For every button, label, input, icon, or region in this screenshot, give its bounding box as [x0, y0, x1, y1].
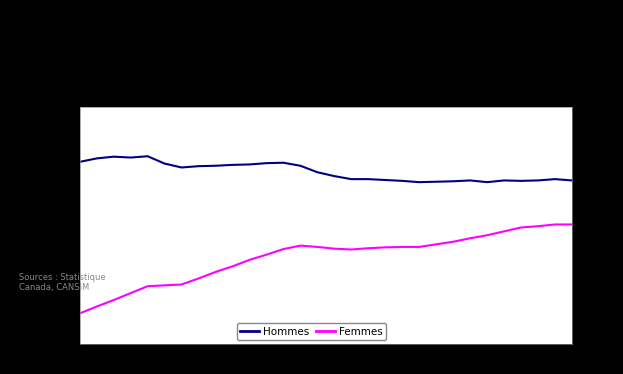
- Text: Sources : Statistique
Canada, CANSIM: Sources : Statistique Canada, CANSIM: [19, 273, 105, 292]
- Legend: Hommes, Femmes: Hommes, Femmes: [237, 323, 386, 340]
